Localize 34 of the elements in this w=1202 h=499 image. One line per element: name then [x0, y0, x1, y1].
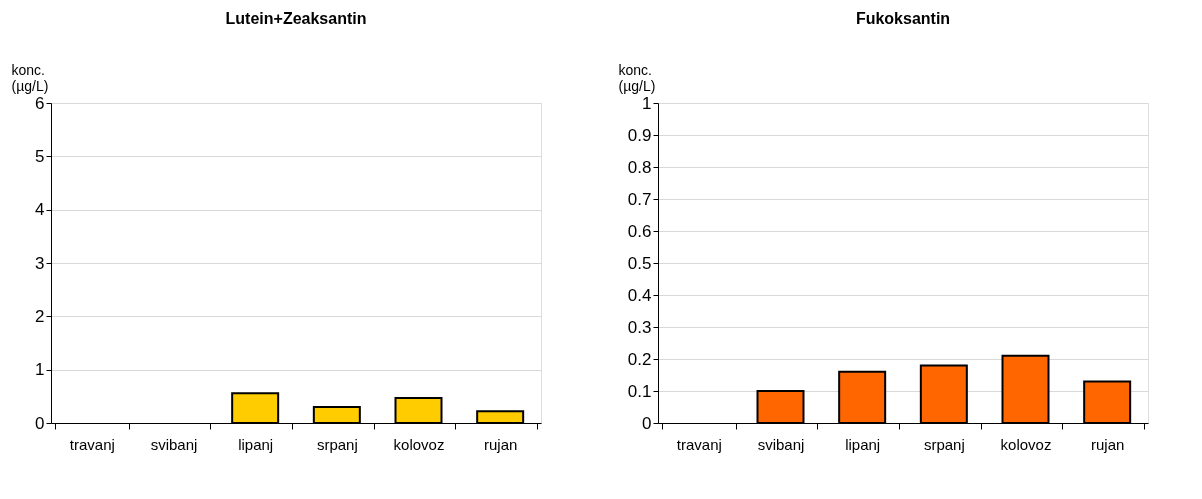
x-tick-label: svibanj — [757, 435, 805, 453]
x-tick-label: rujan — [483, 435, 518, 453]
x-tick-label: rujan — [1090, 435, 1125, 453]
y-tick-label: 4 — [35, 200, 45, 220]
y-tick-label: 0.4 — [627, 285, 652, 305]
x-tick-label: kolovoz — [1000, 435, 1052, 453]
chart-title: Lutein+Zeaksantin — [225, 10, 367, 27]
chart-title: Fukoksantin — [855, 10, 951, 27]
x-tick-label: travanj — [69, 435, 115, 453]
x-tick-label: travanj — [676, 435, 722, 453]
x-tick-label: lipanj — [845, 435, 881, 453]
x-tick-label: svibanj — [150, 435, 198, 453]
y-tick-label: 2 — [35, 306, 45, 326]
y-tick-label: 0 — [35, 413, 45, 433]
x-tick-label: srpanj — [316, 435, 358, 453]
y-tick-label: 0.1 — [627, 381, 652, 401]
y-tick-label: 1 — [35, 360, 45, 380]
y-axis-title: konc. (µg/L) — [11, 61, 49, 94]
y-tick-label: 6 — [35, 93, 45, 113]
y-tick-label: 0.6 — [627, 221, 652, 241]
x-tick-label: srpanj — [923, 435, 965, 453]
y-tick-label: 0.8 — [627, 157, 652, 177]
y-tick-label: 3 — [35, 253, 45, 273]
y-tick-label: 1 — [642, 93, 652, 113]
y-axis-title: konc. (µg/L) — [618, 61, 656, 94]
y-tick-label: 0 — [642, 413, 652, 433]
y-tick-label: 0.2 — [627, 349, 652, 369]
y-tick-label: 5 — [35, 146, 45, 166]
x-tick-label: lipanj — [238, 435, 274, 453]
y-tick-label: 0.7 — [627, 189, 652, 209]
y-tick-label: 0.5 — [627, 253, 652, 273]
y-tick-label: 0.9 — [627, 125, 652, 145]
y-tick-label: 0.3 — [627, 317, 652, 337]
x-tick-label: kolovoz — [393, 435, 445, 453]
